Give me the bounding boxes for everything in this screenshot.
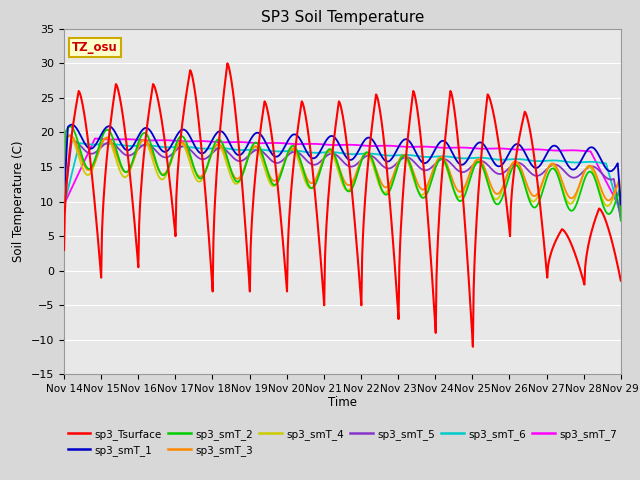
Line: sp3_smT_5: sp3_smT_5 <box>64 141 621 219</box>
sp3_smT_1 <box>428 154 435 160</box>
sp3_smT_1 <box>68 122 76 128</box>
sp3_smT_3 <box>71 138 79 144</box>
Title: SP3 Soil Temperature: SP3 Soil Temperature <box>260 10 424 25</box>
sp3_smT_6 <box>411 153 419 158</box>
sp3_smT_3 <box>617 206 625 212</box>
sp3_smT_2 <box>128 160 136 166</box>
sp3_smT_6 <box>617 213 625 218</box>
Line: sp3_smT_6: sp3_smT_6 <box>64 143 621 216</box>
sp3_smT_6 <box>428 154 435 160</box>
sp3_smT_4 <box>617 212 625 217</box>
sp3_smT_2 <box>411 178 419 183</box>
sp3_smT_7 <box>411 144 419 150</box>
sp3_Tsurface <box>60 247 68 253</box>
sp3_smT_1 <box>411 147 419 153</box>
sp3_smT_5 <box>128 152 136 157</box>
sp3_smT_4 <box>128 162 136 168</box>
sp3_smT_5 <box>68 138 76 144</box>
sp3_smT_3 <box>411 173 419 179</box>
Legend: sp3_Tsurface, sp3_smT_1, sp3_smT_2, sp3_smT_3, sp3_smT_4, sp3_smT_5, sp3_smT_6, : sp3_Tsurface, sp3_smT_1, sp3_smT_2, sp3_… <box>63 424 621 460</box>
sp3_smT_6 <box>128 143 136 149</box>
sp3_smT_2 <box>185 146 193 152</box>
Line: sp3_smT_1: sp3_smT_1 <box>64 125 621 204</box>
sp3_smT_7 <box>185 139 193 144</box>
sp3_smT_6 <box>214 145 222 151</box>
sp3_Tsurface <box>223 60 231 66</box>
sp3_Tsurface <box>127 186 135 192</box>
sp3_smT_1 <box>214 129 222 135</box>
sp3_smT_4 <box>71 142 79 147</box>
sp3_smT_6 <box>185 144 193 150</box>
sp3_smT_1 <box>60 197 68 203</box>
sp3_smT_3 <box>185 150 193 156</box>
sp3_Tsurface <box>70 116 78 121</box>
sp3_smT_2 <box>60 186 68 192</box>
sp3_smT_5 <box>411 160 419 166</box>
sp3_smT_1 <box>617 202 625 207</box>
sp3_smT_2 <box>617 218 625 224</box>
Line: sp3_smT_7: sp3_smT_7 <box>64 138 621 210</box>
sp3_smT_7 <box>128 136 136 142</box>
sp3_smT_5 <box>185 145 193 151</box>
sp3_smT_5 <box>60 203 68 209</box>
sp3_smT_5 <box>617 216 625 222</box>
sp3_Tsurface <box>428 259 435 265</box>
sp3_smT_6 <box>70 162 78 168</box>
sp3_smT_5 <box>71 138 79 144</box>
sp3_smT_4 <box>214 142 222 148</box>
sp3_smT_2 <box>428 180 435 185</box>
sp3_Tsurface <box>411 93 419 98</box>
sp3_smT_7 <box>428 144 435 150</box>
sp3_smT_5 <box>428 165 435 171</box>
Line: sp3_smT_4: sp3_smT_4 <box>64 136 621 215</box>
Line: sp3_smT_2: sp3_smT_2 <box>64 126 621 221</box>
sp3_smT_4 <box>185 156 193 161</box>
sp3_smT_2 <box>71 130 79 135</box>
sp3_smT_3 <box>128 161 136 167</box>
X-axis label: Time: Time <box>328 396 357 408</box>
sp3_smT_3 <box>428 173 435 179</box>
sp3_Tsurface <box>617 278 625 284</box>
sp3_smT_6 <box>60 203 68 208</box>
sp3_smT_6 <box>76 140 83 146</box>
Text: TZ_osu: TZ_osu <box>72 41 118 54</box>
Line: sp3_smT_3: sp3_smT_3 <box>64 135 621 209</box>
sp3_smT_7 <box>214 139 222 145</box>
sp3_smT_7 <box>70 180 78 186</box>
sp3_smT_7 <box>60 202 68 207</box>
sp3_smT_2 <box>214 137 222 143</box>
Y-axis label: Soil Temperature (C): Soil Temperature (C) <box>12 141 26 263</box>
sp3_smT_4 <box>411 180 419 186</box>
sp3_Tsurface <box>469 344 477 349</box>
sp3_Tsurface <box>184 81 192 87</box>
sp3_smT_3 <box>214 141 222 147</box>
sp3_smT_7 <box>91 135 99 141</box>
sp3_smT_4 <box>60 190 68 195</box>
sp3_smT_7 <box>617 207 625 213</box>
sp3_smT_4 <box>428 174 435 180</box>
sp3_smT_2 <box>67 123 74 129</box>
sp3_Tsurface <box>214 160 221 166</box>
sp3_smT_3 <box>60 203 68 208</box>
Line: sp3_Tsurface: sp3_Tsurface <box>64 63 621 347</box>
sp3_smT_3 <box>67 132 74 138</box>
sp3_smT_1 <box>185 132 193 137</box>
sp3_smT_1 <box>128 144 136 150</box>
sp3_smT_4 <box>65 133 73 139</box>
sp3_smT_1 <box>71 123 79 129</box>
sp3_smT_5 <box>214 145 222 151</box>
